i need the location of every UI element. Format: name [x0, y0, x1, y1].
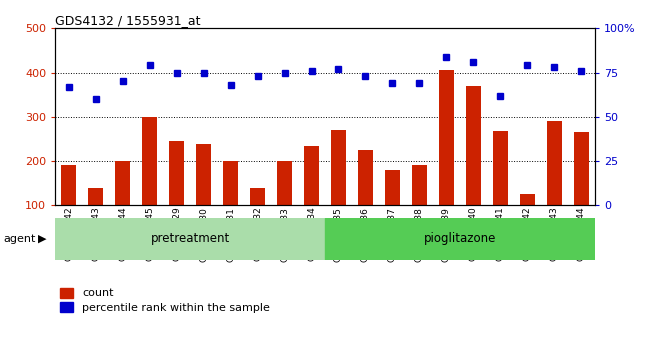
- Bar: [142, 117, 157, 205]
- Bar: [385, 170, 400, 205]
- Bar: [358, 150, 373, 205]
- Bar: [88, 188, 103, 205]
- Bar: [115, 161, 130, 205]
- Text: pioglitazone: pioglitazone: [424, 233, 496, 245]
- Bar: [412, 166, 427, 205]
- Bar: [250, 188, 265, 205]
- Bar: [331, 130, 346, 205]
- Bar: [196, 144, 211, 205]
- Bar: [61, 166, 76, 205]
- Legend: count, percentile rank within the sample: count, percentile rank within the sample: [55, 283, 274, 317]
- Bar: [304, 145, 319, 205]
- Text: GDS4132 / 1555931_at: GDS4132 / 1555931_at: [55, 14, 201, 27]
- Bar: [169, 141, 184, 205]
- Bar: [223, 161, 238, 205]
- Bar: [439, 70, 454, 205]
- Bar: [277, 161, 292, 205]
- Bar: [466, 86, 481, 205]
- Bar: [547, 121, 562, 205]
- Bar: [325, 218, 595, 260]
- Text: agent: agent: [3, 234, 36, 244]
- Bar: [520, 194, 535, 205]
- Bar: [574, 132, 589, 205]
- Bar: [55, 218, 325, 260]
- Bar: [493, 131, 508, 205]
- Text: ▶: ▶: [38, 234, 47, 244]
- Text: pretreatment: pretreatment: [151, 233, 229, 245]
